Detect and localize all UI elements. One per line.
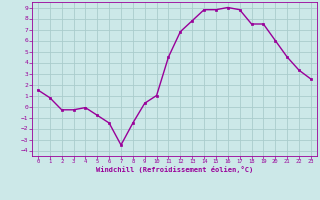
X-axis label: Windchill (Refroidissement éolien,°C): Windchill (Refroidissement éolien,°C) [96,166,253,173]
